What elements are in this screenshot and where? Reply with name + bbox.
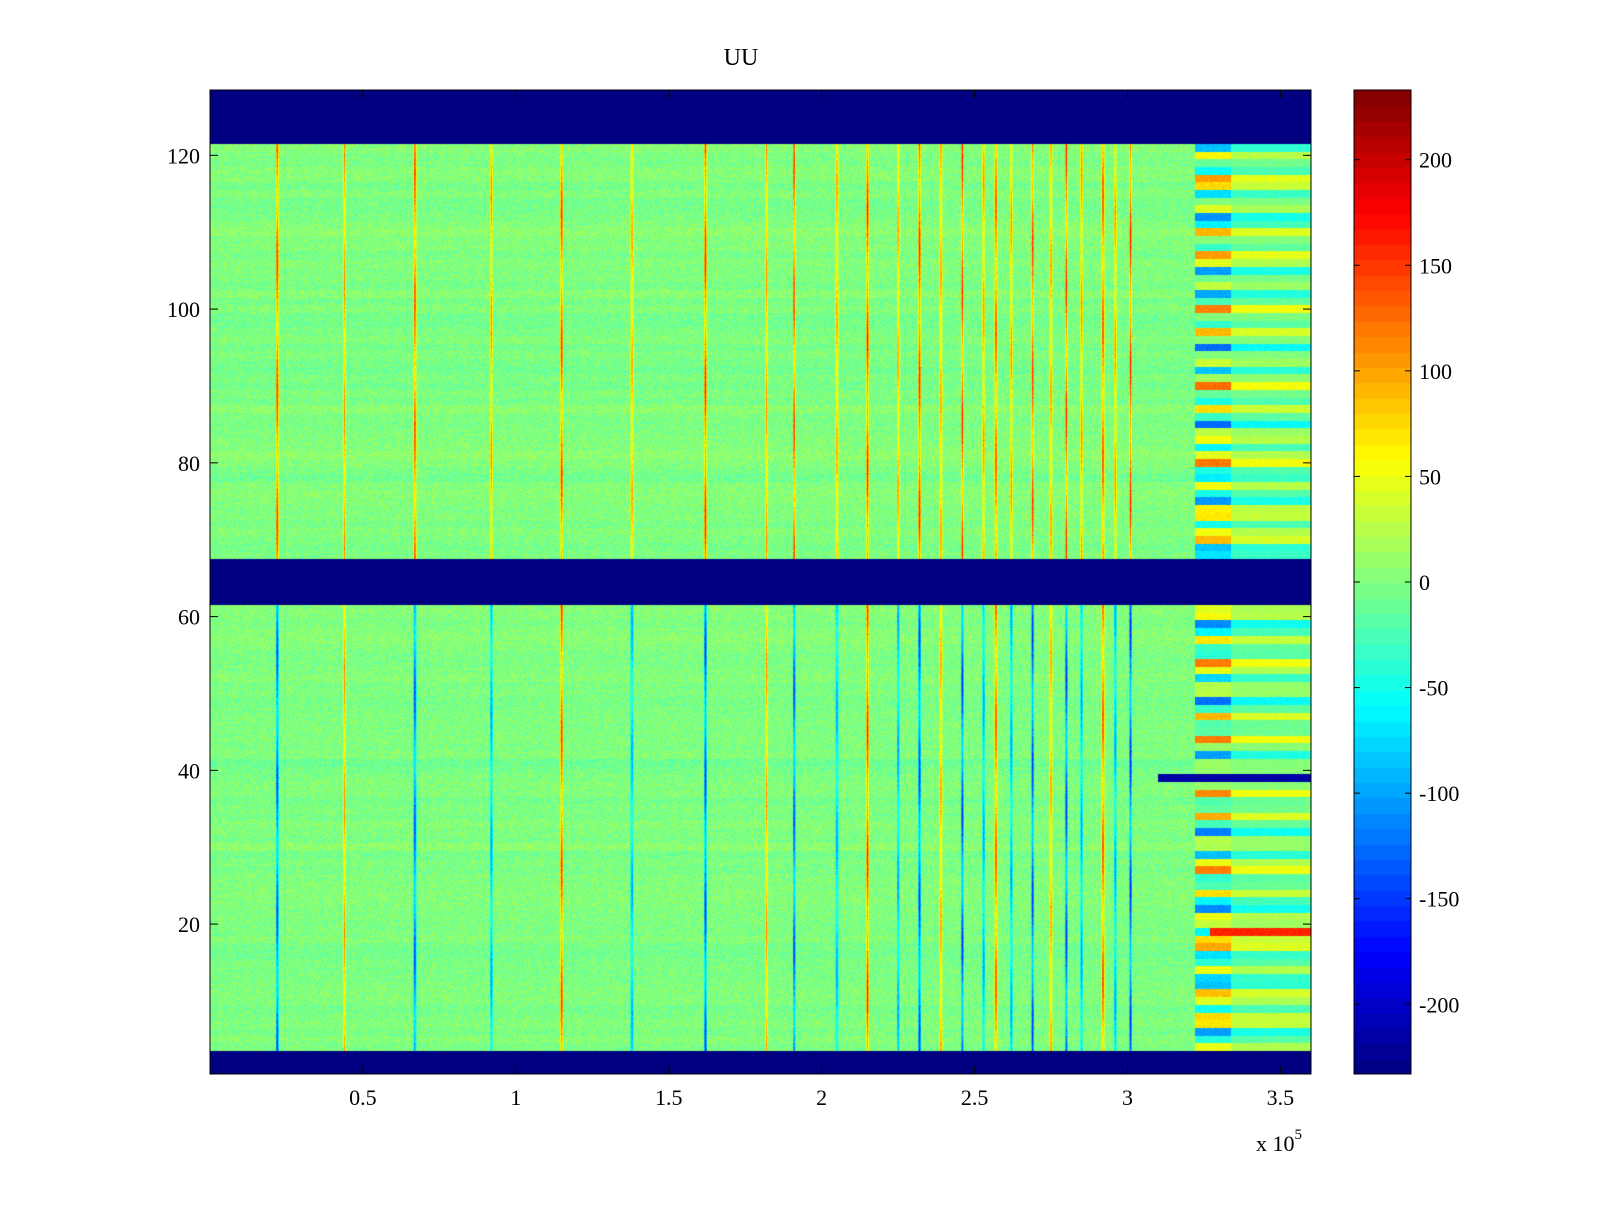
colorbar-tick-label: 150 [1419,253,1452,278]
colorbar-ticks: -200 -150 -100 -50 0 50 100 150 200 [1354,148,1459,1017]
x-tick-label: 3 [1122,1085,1133,1110]
colorbar-tick-label: -100 [1419,781,1459,806]
colorbar-tick-label: -200 [1419,992,1459,1017]
chart-title: UU [724,45,759,71]
colorbar-tick-label: 50 [1419,464,1441,489]
x-tick-label: 1 [510,1085,521,1110]
colorbar-tick-label: -50 [1419,676,1448,701]
colorbar-tick-label: 100 [1419,359,1452,384]
y-tick-label: 100 [167,297,200,322]
x-tick-label: 3.5 [1267,1085,1295,1110]
y-axis-ticks: 20 40 60 80 100 120 [167,143,1311,937]
y-tick-label: 120 [167,143,200,168]
heatmap-image [210,90,1311,1074]
x-axis-multiplier-base: x 10 [1256,1131,1295,1156]
x-tick-label: 1.5 [655,1085,683,1110]
colorbar-gradient [1354,90,1411,1074]
y-tick-label: 40 [178,758,200,783]
x-axis-multiplier: x 105 [1256,1127,1302,1156]
x-axis-ticks: 0.5 1 1.5 2 2.5 3 3.5 [349,90,1294,1110]
colorbar-tick-label: -150 [1419,887,1459,912]
y-tick-label: 60 [178,605,200,630]
colorbar-tick-label: 200 [1419,148,1452,173]
x-tick-label: 2 [816,1085,827,1110]
x-axis-multiplier-exponent: 5 [1295,1127,1303,1143]
colorbar-tick-label: 0 [1419,570,1430,595]
plot-area-frame [209,89,1312,1075]
x-tick-label: 2.5 [961,1085,989,1110]
y-tick-label: 20 [178,912,200,937]
x-tick-label: 0.5 [349,1085,377,1110]
y-tick-label: 80 [178,451,200,476]
